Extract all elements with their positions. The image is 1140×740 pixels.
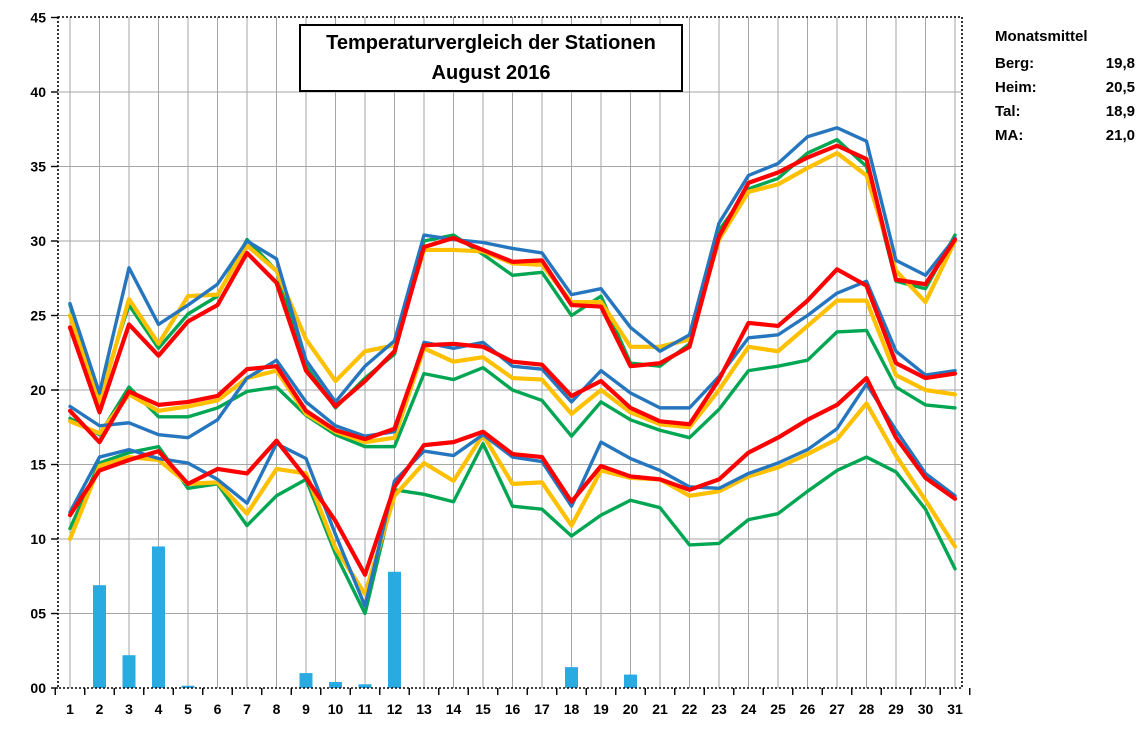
legend-label: Heim: bbox=[995, 79, 1037, 96]
rain-bar bbox=[299, 673, 313, 688]
y-axis-label: 05 bbox=[30, 606, 46, 622]
legend-value: 20,5 bbox=[1105, 79, 1135, 96]
y-axis-label: 20 bbox=[30, 382, 46, 398]
rain-bar bbox=[122, 655, 136, 688]
legend-value: 19,8 bbox=[1105, 55, 1135, 72]
x-axis-label: 22 bbox=[682, 701, 698, 717]
legend: Monatsmittel Berg: 19,8 Heim: 20,5 Tal: … bbox=[995, 28, 1135, 151]
y-axis-label: 15 bbox=[30, 457, 46, 473]
chart-title-box: Temperaturvergleich der Stationen August… bbox=[299, 24, 683, 92]
legend-label: Tal: bbox=[995, 103, 1021, 120]
x-axis-label: 23 bbox=[711, 701, 727, 717]
x-axis-label: 24 bbox=[741, 701, 757, 717]
x-axis-label: 17 bbox=[534, 701, 550, 717]
y-axis-label: 40 bbox=[30, 84, 46, 100]
x-axis-label: 13 bbox=[416, 701, 432, 717]
x-axis-label: 18 bbox=[564, 701, 580, 717]
x-axis-label: 20 bbox=[623, 701, 639, 717]
chart-title-line1: Temperaturvergleich der Stationen bbox=[326, 32, 656, 54]
x-axis-label: 27 bbox=[829, 701, 845, 717]
x-axis-label: 10 bbox=[328, 701, 344, 717]
rain-bar bbox=[93, 585, 106, 688]
legend-item-tal: Tal: 18,9 bbox=[995, 103, 1135, 120]
series-red-mean bbox=[67, 267, 958, 445]
series-blue-min bbox=[68, 382, 957, 608]
x-axis-label: 21 bbox=[652, 701, 668, 717]
x-axis-label: 28 bbox=[859, 701, 875, 717]
y-axis-label: 30 bbox=[30, 233, 46, 249]
legend-item-berg: Berg: 19,8 bbox=[995, 55, 1135, 72]
x-axis-label: 1 bbox=[66, 701, 74, 717]
rain-bar bbox=[329, 682, 342, 688]
x-axis-label: 25 bbox=[770, 701, 786, 717]
x-axis-label: 2 bbox=[96, 701, 104, 717]
x-axis-label: 16 bbox=[505, 701, 521, 717]
series-blue-max bbox=[68, 126, 957, 404]
x-axis-label: 19 bbox=[593, 701, 609, 717]
legend-label: Berg: bbox=[995, 55, 1035, 72]
y-axis-label: 00 bbox=[30, 680, 46, 696]
y-axis-label: 45 bbox=[30, 10, 46, 26]
y-axis-label: 10 bbox=[30, 531, 46, 547]
x-axis-label: 31 bbox=[947, 701, 963, 717]
x-axis-label: 14 bbox=[446, 701, 462, 717]
legend-item-ma: MA: 21,0 bbox=[995, 127, 1135, 144]
x-axis-label: 8 bbox=[273, 701, 281, 717]
x-axis-label: 30 bbox=[918, 701, 934, 717]
legend-heading: Monatsmittel bbox=[995, 28, 1088, 45]
x-axis-label: 7 bbox=[243, 701, 251, 717]
series-red-max bbox=[67, 143, 958, 415]
x-axis-label: 11 bbox=[358, 701, 373, 717]
x-axis-label: 3 bbox=[125, 701, 133, 717]
x-axis-label: 6 bbox=[214, 701, 222, 717]
series-blue-mean bbox=[68, 279, 957, 440]
series-yellow-mean bbox=[67, 298, 958, 445]
legend-label: MA: bbox=[995, 127, 1024, 144]
legend-item-heim: Heim: 20,5 bbox=[995, 79, 1135, 96]
series-red-min bbox=[67, 375, 958, 577]
rain-bar bbox=[624, 674, 637, 688]
legend-value: 21,0 bbox=[1105, 127, 1135, 144]
x-axis-label: 26 bbox=[800, 701, 816, 717]
rain-bar bbox=[358, 684, 372, 688]
legend-value: 18,9 bbox=[1105, 103, 1135, 120]
x-axis-label: 29 bbox=[888, 701, 904, 717]
x-axis-label: 15 bbox=[475, 701, 491, 717]
y-axis-label: 35 bbox=[30, 159, 46, 175]
rain-bar bbox=[565, 667, 578, 688]
x-axis-label: 4 bbox=[155, 701, 163, 717]
x-axis-label: 5 bbox=[184, 701, 192, 717]
x-axis-label: 12 bbox=[387, 701, 403, 717]
rain-bar bbox=[181, 685, 195, 688]
rain-bar bbox=[152, 546, 165, 688]
x-axis-label: 9 bbox=[302, 701, 310, 717]
rain-bar bbox=[388, 571, 401, 688]
series-yellow-min bbox=[67, 401, 958, 597]
y-axis-label: 25 bbox=[30, 308, 46, 324]
series-green-mean bbox=[68, 328, 957, 449]
chart-title-line2: August 2016 bbox=[431, 62, 551, 84]
